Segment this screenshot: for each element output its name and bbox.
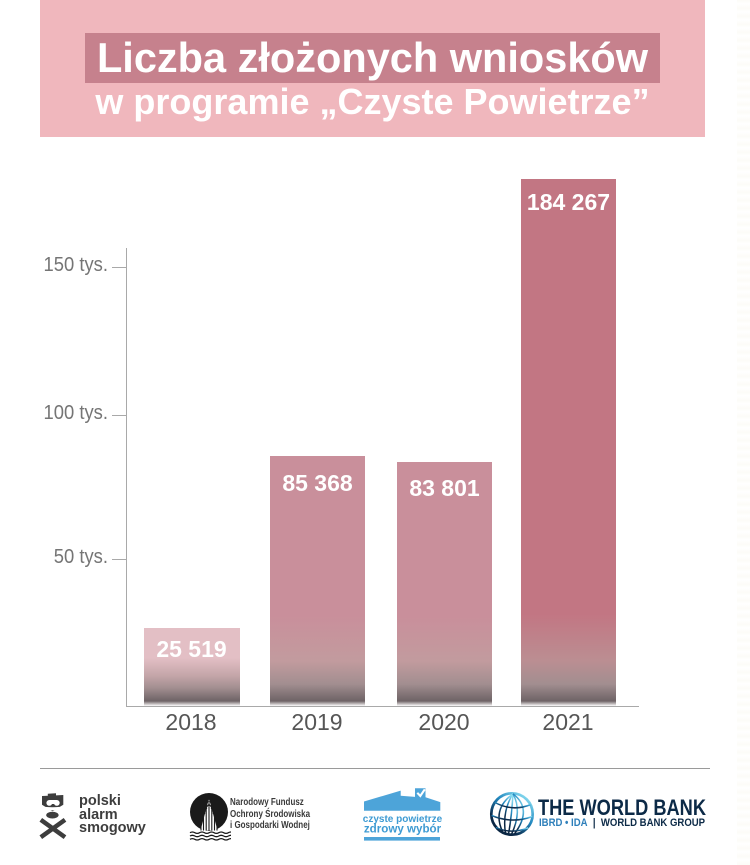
svg-text:czyste powietrze: czyste powietrze bbox=[363, 814, 442, 825]
svg-text:zdrowy wybór: zdrowy wybór bbox=[364, 823, 442, 836]
